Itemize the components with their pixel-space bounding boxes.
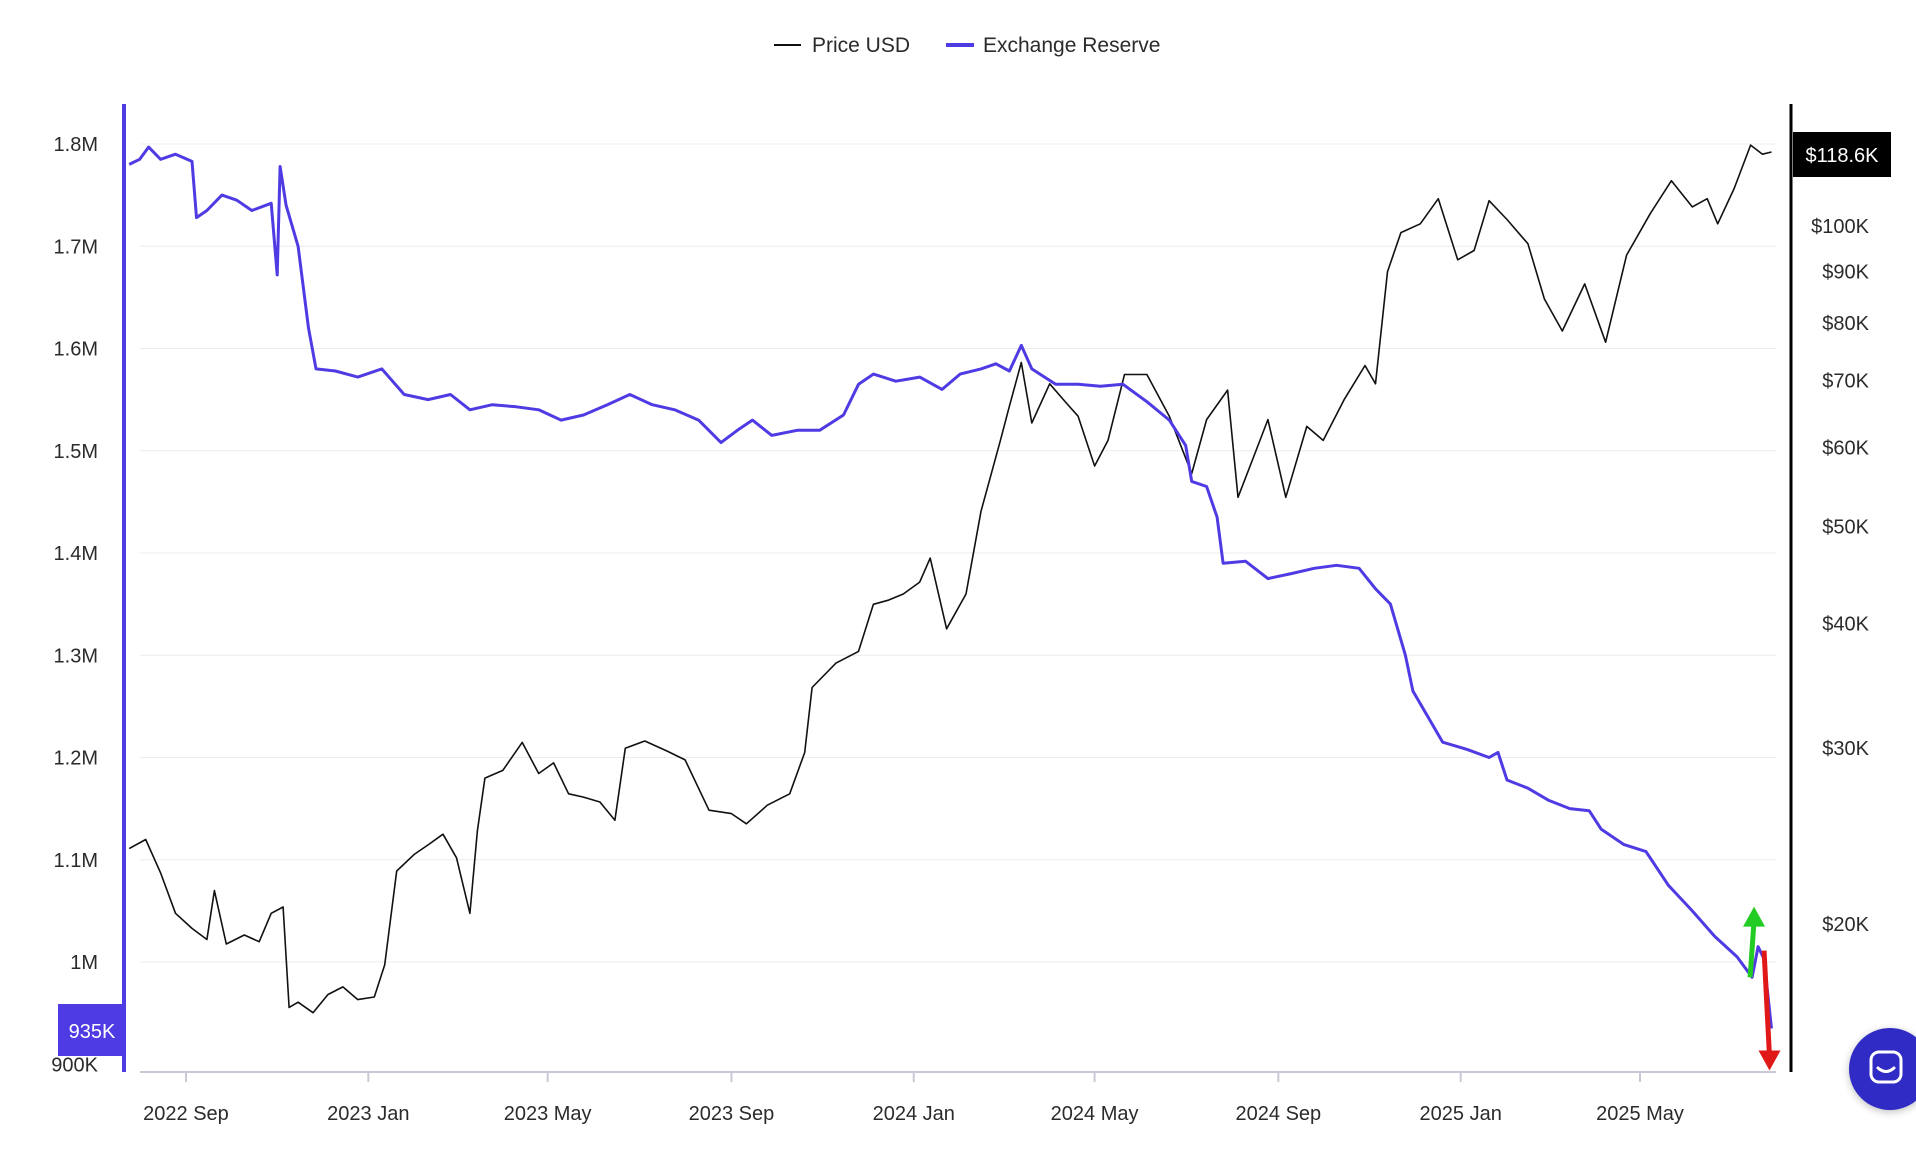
exchange-reserve-line [128, 145, 1773, 1029]
left-tick-label: 1M [70, 952, 98, 974]
down-arrow-head [1758, 1050, 1781, 1071]
chat-icon [1869, 1050, 1903, 1084]
right-tick-label: $100K [1811, 216, 1869, 238]
left-tick-label: 1.6M [54, 339, 98, 361]
left-axis: 1.8M 1.7M 1.6M 1.5M 1.4M 1.3M 1.2M 1.1M 1M 900K [51, 104, 126, 1076]
x-tick-label: 2023 May [504, 1103, 592, 1125]
right-tick-label: $40K [1822, 613, 1869, 635]
chat-launcher-button[interactable] [1849, 1028, 1916, 1110]
x-tick-label: 2025 May [1596, 1103, 1684, 1125]
legend-label-reserve: Exchange Reserve [983, 34, 1160, 57]
right-tick-label: $50K [1822, 517, 1869, 539]
current-reserve-label: 935K [69, 1021, 116, 1043]
x-axis: 2022 Sep 2023 Jan 2023 May 2023 Sep 2024 Jan… [140, 1071, 1776, 1125]
left-tick-label: 1.7M [54, 236, 98, 258]
x-tick-label: 2022 Sep [143, 1103, 229, 1125]
x-tick-label: 2024 Jan [873, 1103, 955, 1125]
right-tick-label: $20K [1822, 914, 1869, 936]
current-price-label: $118.6K [1805, 145, 1879, 167]
price-usd-line [128, 144, 1772, 1014]
legend: Price USD Exchange Reserve [774, 34, 1160, 57]
legend-label-price: Price USD [812, 34, 910, 57]
right-tick-label: $30K [1822, 738, 1869, 760]
left-tick-label: 1.1M [54, 850, 98, 872]
current-price-badge: $118.6K [1793, 132, 1891, 177]
left-tick-label: 1.4M [54, 543, 98, 565]
series-lines [128, 144, 1773, 1029]
right-tick-label: $80K [1822, 313, 1869, 335]
gridlines [140, 143, 1776, 963]
x-tick-label: 2024 May [1051, 1103, 1139, 1125]
right-axis: $100K $90K $80K $70K $60K $50K $40K $30K $20K [1789, 104, 1870, 1072]
left-tick-label: 1.3M [54, 645, 98, 667]
x-tick-label: 2024 Sep [1236, 1103, 1322, 1125]
annotations [1743, 906, 1781, 1071]
legend-item-reserve[interactable]: Exchange Reserve [946, 34, 1160, 57]
down-arrow-shaft [1761, 950, 1772, 1057]
right-tick-label: $90K [1822, 262, 1869, 284]
legend-item-price[interactable]: Price USD [774, 34, 910, 57]
x-tick-label: 2023 Jan [327, 1103, 409, 1125]
current-reserve-badge: 935K [58, 1004, 125, 1056]
left-tick-label: 1.5M [54, 441, 98, 463]
up-arrow-head [1743, 906, 1766, 927]
x-tick-label: 2025 Jan [1420, 1103, 1502, 1125]
up-arrow-shaft [1747, 920, 1757, 978]
right-tick-label: $70K [1822, 371, 1869, 393]
left-tick-label: 900K [51, 1054, 98, 1076]
left-tick-label: 1.2M [54, 748, 98, 770]
left-tick-label: 1.8M [54, 134, 98, 156]
x-tick-label: 2023 Sep [689, 1103, 775, 1125]
right-tick-label: $60K [1822, 438, 1869, 460]
